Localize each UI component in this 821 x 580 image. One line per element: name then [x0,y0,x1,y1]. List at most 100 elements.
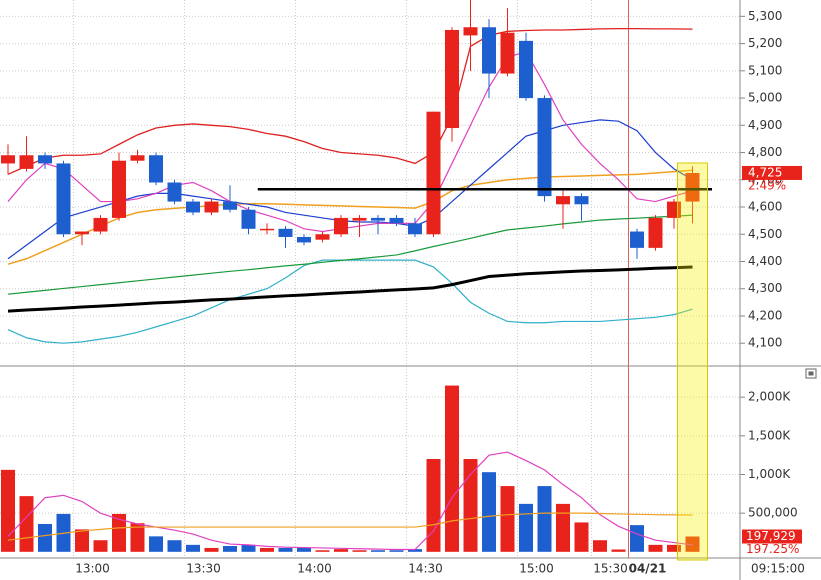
y-tick-label: 5,000 [748,91,782,105]
candle-body [1,155,15,164]
volume-bar [241,544,256,552]
candle-body [519,40,533,99]
volume-bar [611,549,626,552]
candle-body [574,196,589,205]
candle-body [19,155,34,169]
volume-bar [130,523,145,552]
ma-line [7,265,693,313]
ma-line [7,214,693,295]
y-tick-label: 5,100 [748,63,782,77]
volume-bar [19,496,34,552]
candle-body [648,217,663,248]
y-tick-label: 4,600 [748,200,782,214]
candle-body [315,234,330,240]
plot [1,385,700,552]
candle-body [630,231,644,248]
volume-bar [75,529,89,552]
y-tick-label: 1,000K [748,467,791,481]
volume-bar [519,503,533,552]
candle-body [463,27,478,36]
volume-bar [260,547,274,552]
volume-bar [167,540,182,552]
y-tick-label: 1,500K [748,428,791,442]
candle-body [112,160,126,218]
volume-bar [574,522,589,552]
ma-line [7,27,693,175]
change-label: 2.49% [748,178,786,192]
candle-body [371,217,385,221]
candle-body [167,182,182,202]
volume-bar [149,536,163,552]
candle-body [426,111,441,235]
candle-body [38,155,52,164]
last-price-box [742,165,802,180]
last-volume-label: 197,929 [746,529,796,543]
volume-bar [389,550,404,552]
volume-bar [1,469,15,552]
y-tick-label: 4,200 [748,308,782,322]
volume-bar [556,503,570,552]
volume-bar [537,486,552,552]
panel-icon-inner [808,371,814,376]
highlight [677,162,708,561]
candle-body [93,217,108,232]
ma-line [7,451,693,551]
candle-body [186,201,200,213]
candle-body [278,228,293,237]
candle-body [352,217,367,221]
volume-bar [408,549,422,552]
ma-line [7,512,693,541]
x-tick-label: 04/21 [629,562,667,576]
x-tick-label: 15:00 [519,562,554,576]
volume-bar [186,544,200,552]
candle-body [408,223,422,235]
volume-bar [463,459,478,552]
candle-body [56,163,71,235]
candle-body [537,98,552,197]
candle-body [334,217,348,235]
y-tick-label: 5,300 [748,9,782,23]
volume-bar [38,523,52,552]
volume-bar [667,544,681,552]
y-tick-label: 5,200 [748,36,782,50]
volume-bar [445,385,459,552]
candle-body [556,196,570,205]
volume-bar [297,547,311,552]
volume-bar [648,544,663,552]
volume-bar [204,547,219,552]
volume-bar [685,536,700,552]
candle-body [500,32,515,74]
candle-body [389,217,404,224]
volume-bar [223,546,237,552]
x-tick-label: 13:00 [75,562,110,576]
y-tick-label: 4,400 [748,254,782,268]
y-tick-label: 4,900 [748,118,782,132]
candle-body [445,29,459,129]
volume-bar [278,547,293,552]
volume-change-label: 197.25% [746,542,799,556]
last-volume-box [742,529,802,544]
volume-bar [93,540,108,552]
candle-body [260,228,274,231]
x-tick-label: 14:30 [408,562,443,576]
candle-body [149,155,163,183]
volume-bar [426,459,441,552]
candle-body [685,172,700,202]
y-tick-label: 4,100 [748,336,782,350]
volume-bar [630,525,644,552]
volume-bar [334,549,348,552]
last-price-label: 4,725 [748,165,782,179]
volume-bar [500,486,515,552]
y-tick-label: 4,800 [748,145,782,159]
candle-body [204,201,219,213]
candle-body [241,209,256,229]
candle-body [482,27,496,74]
candle-body [130,155,145,161]
volume-bar [112,513,126,552]
x-tick-label: 14:00 [297,562,332,576]
candle-body [223,201,237,210]
y-tick-label: 4,300 [748,281,782,295]
volume-bar [315,550,330,552]
x-tick-label: 15:30 [593,562,628,576]
